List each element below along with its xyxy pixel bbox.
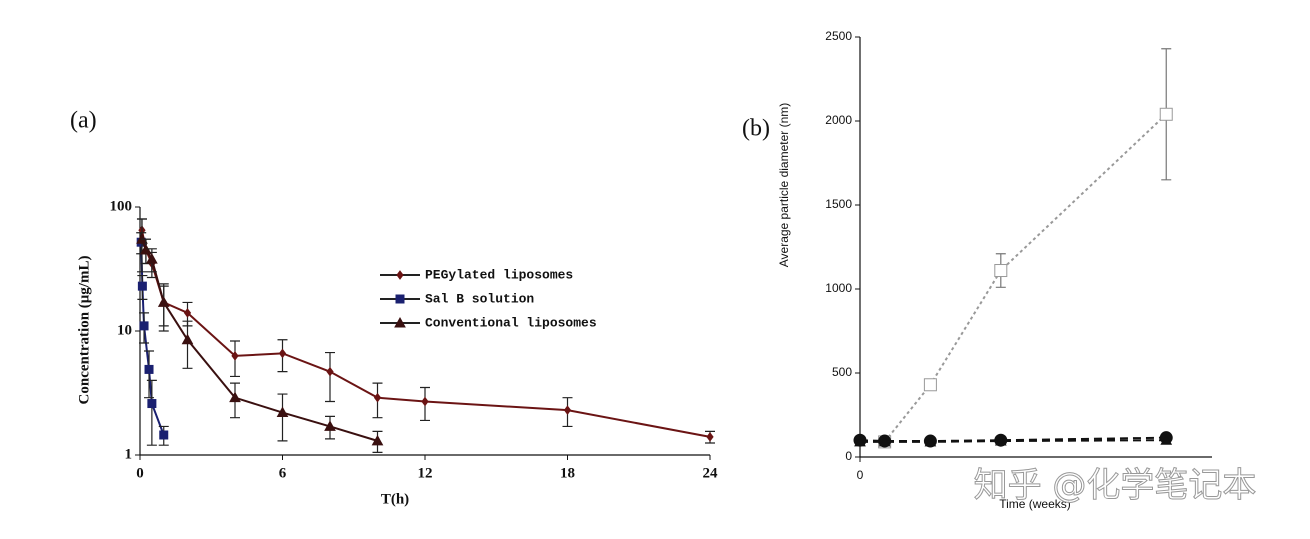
x-axis-label: Time (weeks) — [999, 497, 1071, 511]
y-tick-label: 100 — [110, 198, 133, 214]
marker — [421, 396, 429, 407]
marker — [324, 420, 336, 431]
x-axis-label: T(h) — [381, 491, 409, 507]
y-tick-label: 1 — [125, 446, 133, 462]
x-tick-label: 0 — [857, 468, 864, 482]
x-tick-label: 0 — [136, 465, 144, 481]
marker — [395, 294, 405, 304]
marker — [144, 364, 154, 374]
error-bar — [277, 393, 288, 442]
marker — [563, 405, 572, 415]
marker — [1159, 107, 1173, 121]
series-line — [883, 113, 1167, 443]
y-tick-label: 1000 — [825, 281, 852, 295]
marker — [371, 434, 384, 446]
marker — [157, 296, 170, 307]
marker — [181, 333, 194, 345]
legend-label: Conventional liposomes — [425, 315, 597, 330]
marker — [994, 435, 1007, 446]
error-bar — [146, 379, 157, 446]
y-tick-label: 2000 — [825, 113, 852, 127]
legend-label: PEGylated liposomes — [425, 267, 573, 282]
y-tick-label: 10 — [117, 322, 132, 338]
marker — [854, 435, 866, 447]
error-bar — [182, 320, 193, 369]
marker — [326, 366, 334, 377]
marker — [146, 253, 158, 264]
y-axis-label: Concentration (μg/mL) — [76, 256, 92, 405]
watermark: 知乎 @化学笔记本 — [974, 466, 1257, 506]
marker — [229, 391, 241, 403]
marker — [396, 270, 404, 280]
y-axis-label: Average particle diameter (nm) — [777, 103, 791, 268]
legend-label: Sal B solution — [425, 291, 534, 306]
marker — [159, 430, 169, 440]
marker — [394, 316, 406, 328]
marker — [276, 406, 289, 418]
marker — [231, 351, 239, 361]
marker — [183, 308, 192, 318]
x-tick-label: 18 — [560, 465, 575, 481]
marker — [147, 399, 157, 409]
panel-label: (a) — [70, 108, 97, 134]
marker — [706, 432, 714, 442]
marker — [924, 435, 937, 447]
panel-label: (b) — [742, 116, 770, 142]
marker — [1160, 434, 1173, 445]
marker — [137, 281, 147, 291]
series-line — [141, 238, 378, 442]
marker — [139, 321, 149, 331]
marker — [373, 392, 382, 403]
y-tick-label: 2500 — [825, 29, 852, 43]
y-tick-label: 0 — [845, 449, 852, 463]
marker — [994, 264, 1008, 278]
x-tick-label: 24 — [703, 465, 719, 481]
y-tick-label: 500 — [832, 365, 852, 379]
marker — [923, 378, 937, 392]
x-tick-label: 6 — [279, 465, 287, 481]
marker — [140, 243, 152, 255]
y-tick-label: 1500 — [825, 197, 852, 211]
series-line — [140, 230, 711, 438]
x-tick-label: 12 — [418, 465, 433, 481]
marker — [878, 435, 891, 447]
error-bar — [144, 350, 155, 399]
marker — [278, 348, 287, 359]
error-bar — [325, 351, 335, 403]
